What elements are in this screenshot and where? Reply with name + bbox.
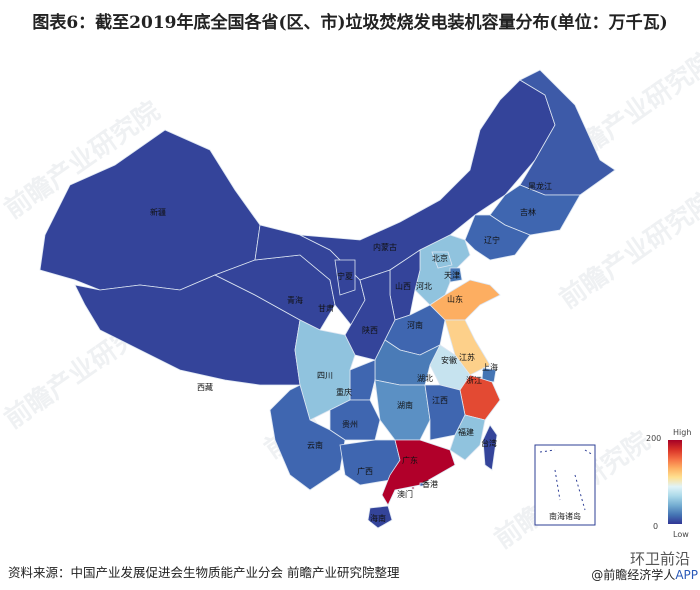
inset-label: 南海诸岛: [549, 511, 581, 521]
province-label: 浙江: [466, 375, 482, 385]
province-label: 澳门: [397, 489, 413, 499]
province-label: 河南: [407, 320, 423, 330]
province-label: 宁夏: [337, 271, 353, 281]
province-label: 江苏: [459, 352, 475, 362]
nine-dash-line: [584, 449, 594, 456]
province-label: 重庆: [336, 387, 352, 397]
province-13[interactable]: [334, 259, 356, 296]
legend-high-label: High: [673, 428, 692, 437]
province-label: 湖北: [417, 374, 433, 383]
color-legend: 200 High 0 Low: [640, 426, 700, 539]
nine-dash-line: [554, 469, 561, 501]
app-brand: @前瞻经济学人APP: [591, 566, 698, 583]
chart-title: 图表6：截至2019年底全国各省(区、市)垃圾焚烧发电装机容量分布(单位：万千瓦…: [32, 13, 668, 33]
wechat-brand: 环卫前沿: [629, 550, 690, 568]
legend-low-label: Low: [673, 530, 689, 539]
province-label: 西藏: [197, 382, 213, 392]
province-label: 安徽: [441, 355, 457, 365]
province-label: 上海: [482, 362, 498, 372]
province-label: 黑龙江: [528, 181, 552, 191]
province-label: 福建: [458, 427, 474, 437]
app-brand-suffix: APP: [675, 568, 698, 582]
app-brand-prefix: @前瞻经济学人: [591, 568, 676, 582]
province-label: 辽宁: [484, 235, 500, 245]
source-note: 资料来源：中国产业发展促进会生物质能产业分会 前瞻产业研究院整理: [8, 565, 400, 580]
province-label: 新疆: [150, 207, 166, 217]
province-label: 山西: [395, 281, 411, 291]
south-china-sea-inset: [534, 444, 596, 526]
province-29[interactable]: [381, 439, 456, 506]
province-label: 北京: [432, 253, 448, 263]
province-label: 湖南: [397, 400, 413, 410]
province-label: 广东: [402, 455, 418, 465]
legend-gradient-bar: [668, 440, 682, 524]
province-label: 山东: [447, 294, 463, 304]
province-23[interactable]: [374, 379, 431, 441]
province-label: 内蒙古: [373, 242, 397, 252]
legend-min: 0: [653, 522, 659, 531]
nine-dash-line: [574, 474, 586, 511]
province-18[interactable]: [481, 367, 497, 383]
province-label: 四川: [317, 371, 333, 380]
province-27[interactable]: [269, 384, 346, 491]
province-label: 云南: [307, 440, 323, 450]
province-32[interactable]: [419, 482, 424, 487]
province-label: 台湾: [481, 438, 497, 448]
province-30[interactable]: [367, 505, 393, 529]
province-9[interactable]: [431, 251, 453, 269]
province-10[interactable]: [449, 267, 463, 283]
province-label: 甘肃: [318, 303, 334, 313]
province-label: 海南: [370, 513, 386, 523]
province-label: 青海: [287, 295, 303, 305]
province-label: 香港: [422, 479, 438, 489]
province-label: 陕西: [362, 325, 378, 335]
province-label: 江西: [432, 396, 448, 405]
province-33[interactable]: [411, 486, 415, 490]
province-label: 贵州: [342, 419, 358, 429]
province-7[interactable]: [464, 214, 531, 261]
province-label: 天津: [444, 270, 460, 280]
province-21[interactable]: [349, 359, 376, 401]
province-label: 河北: [416, 281, 432, 291]
province-label: 广西: [357, 466, 373, 476]
legend-max: 200: [646, 434, 662, 443]
province-label: 吉林: [520, 207, 536, 217]
province-31[interactable]: [482, 424, 498, 471]
